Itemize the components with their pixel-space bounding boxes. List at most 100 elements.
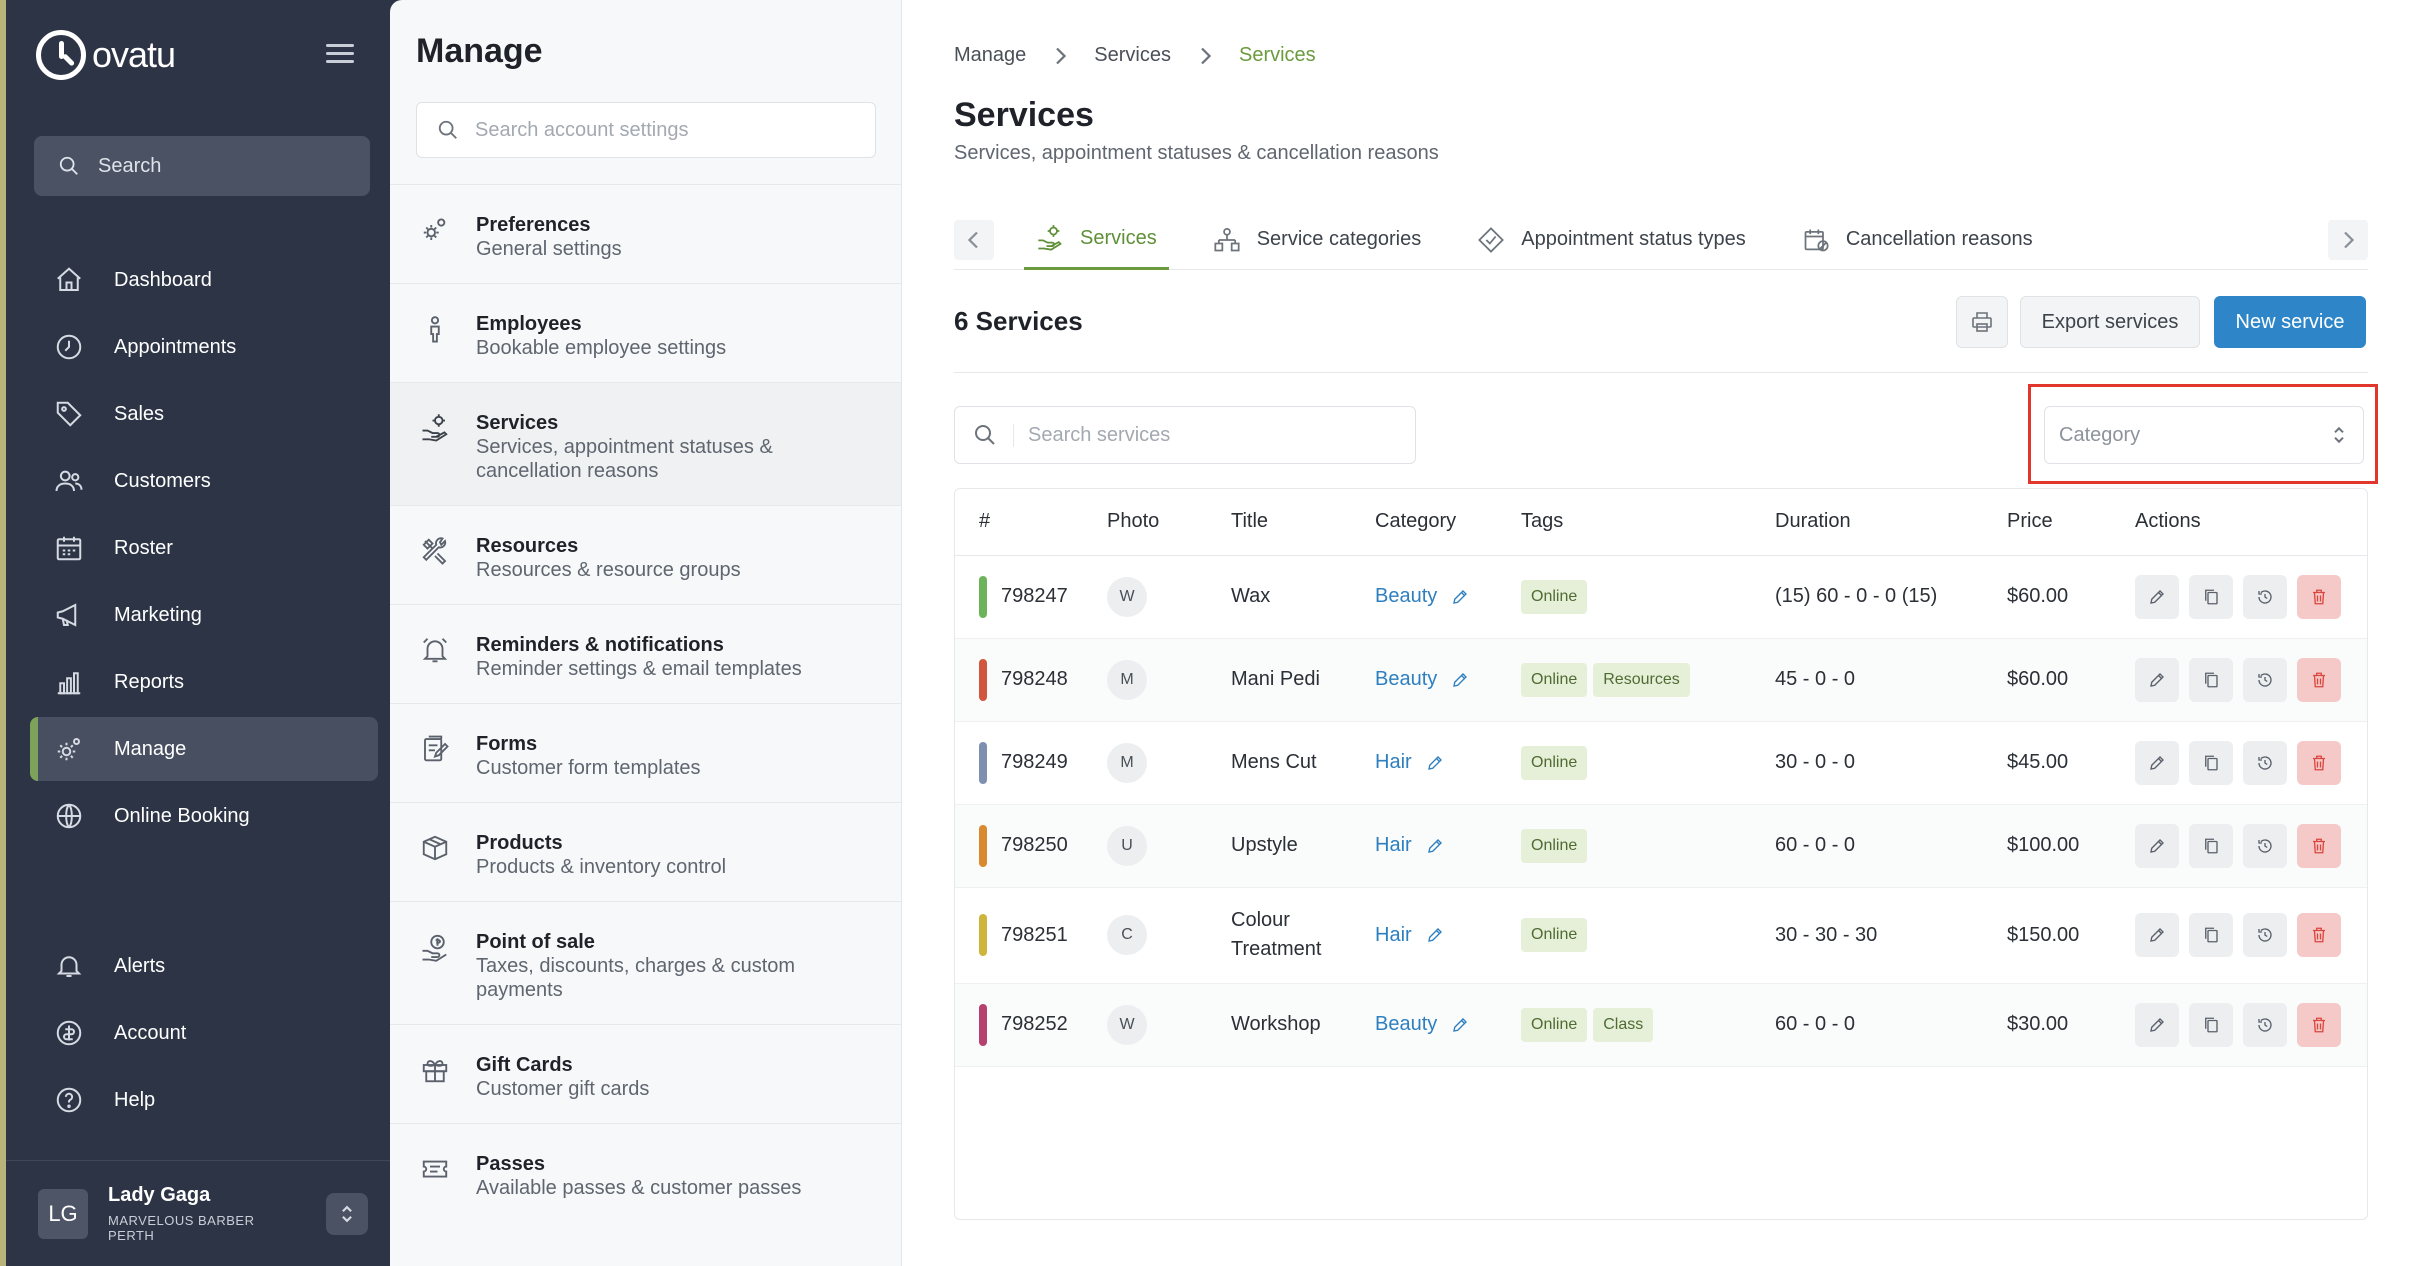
edit-button[interactable] xyxy=(2135,740,2179,785)
nav-item-online-booking[interactable]: Online Booking xyxy=(30,784,378,848)
export-services-button[interactable]: Export services xyxy=(2020,296,2200,348)
table-row[interactable]: 798249 M Mens Cut Hair Online 30 - 0 - 0 $45.0… xyxy=(955,721,2367,805)
delete-button[interactable] xyxy=(2297,574,2341,619)
duplicate-button[interactable] xyxy=(2189,740,2233,785)
service-icon xyxy=(1036,224,1064,252)
delete-button[interactable] xyxy=(2297,1002,2341,1047)
edit-button[interactable] xyxy=(2135,574,2179,619)
service-id: 798249 xyxy=(1001,751,1068,773)
tag-badge: Online xyxy=(1521,1007,1588,1042)
category-link[interactable]: Hair xyxy=(1375,751,1444,774)
history-button[interactable] xyxy=(2243,823,2287,868)
menu-icon[interactable] xyxy=(326,44,354,64)
tab-scroll-left-button[interactable] xyxy=(954,219,994,260)
tab-services[interactable]: Services xyxy=(1024,210,1169,270)
category-select[interactable]: Category xyxy=(2044,406,2364,464)
delete-button[interactable] xyxy=(2297,657,2341,702)
nav-item-roster[interactable]: Roster xyxy=(30,516,378,580)
nav-item-dashboard[interactable]: Dashboard xyxy=(30,248,378,312)
manage-item-title: Services xyxy=(476,412,559,434)
new-service-button[interactable]: New service xyxy=(2214,296,2366,348)
delete-button[interactable] xyxy=(2297,823,2341,868)
duplicate-button[interactable] xyxy=(2189,1002,2233,1047)
category-link[interactable]: Beauty xyxy=(1375,1013,1469,1036)
tab-service-categories[interactable]: Service categories xyxy=(1201,210,1434,270)
manage-item-gift-cards[interactable]: Gift Cards Customer gift cards xyxy=(390,1024,901,1123)
megaphone-icon xyxy=(54,600,84,630)
nav-item-sales[interactable]: Sales xyxy=(30,382,378,446)
delete-button[interactable] xyxy=(2297,913,2341,957)
tab-scroll-right-button[interactable] xyxy=(2328,219,2368,260)
edit-button[interactable] xyxy=(2135,1002,2179,1047)
nav-item-alerts[interactable]: Alerts xyxy=(30,934,378,998)
edit-button[interactable] xyxy=(2135,823,2179,868)
history-button[interactable] xyxy=(2243,740,2287,785)
tag-badge: Class xyxy=(1593,1007,1654,1042)
manage-item-services[interactable]: Services Services, appointment statuses &… xyxy=(390,382,901,505)
duplicate-button[interactable] xyxy=(2189,657,2233,702)
duplicate-button[interactable] xyxy=(2189,913,2233,957)
history-button[interactable] xyxy=(2243,1002,2287,1047)
column-header-number: # xyxy=(955,489,1107,556)
manage-item-forms[interactable]: Forms Customer form templates xyxy=(390,703,901,802)
table-row[interactable]: 798248 M Mani Pedi Beauty Online Resources 45 … xyxy=(955,638,2367,722)
delete-button[interactable] xyxy=(2297,740,2341,785)
nav-item-account[interactable]: Account xyxy=(30,1001,378,1065)
sidebar-search-button[interactable]: Search xyxy=(34,136,370,196)
avatar[interactable]: LG xyxy=(38,1188,88,1239)
services-search-input[interactable] xyxy=(1013,423,1393,447)
nav-item-help[interactable]: Help xyxy=(30,1068,378,1132)
manage-item-preferences[interactable]: Preferences General settings xyxy=(390,184,901,283)
history-icon xyxy=(2256,588,2274,606)
nav-item-manage[interactable]: Manage xyxy=(30,717,378,781)
service-title: Colour Treatment xyxy=(1231,909,1322,960)
logo[interactable]: ovatu xyxy=(36,30,176,80)
main-nav: Dashboard Appointments Sales Customers R… xyxy=(30,248,378,851)
manage-item-passes[interactable]: Passes Available passes & customer passes xyxy=(390,1123,901,1222)
category-link[interactable]: Beauty xyxy=(1375,585,1469,608)
edit-button[interactable] xyxy=(2135,913,2179,957)
duration: 60 - 0 - 0 xyxy=(1775,834,1856,856)
history-button[interactable] xyxy=(2243,574,2287,619)
duplicate-button[interactable] xyxy=(2189,823,2233,868)
manage-item-resources[interactable]: Resources Resources & resource groups xyxy=(390,505,901,604)
nav-item-customers[interactable]: Customers xyxy=(30,449,378,513)
print-button[interactable] xyxy=(1956,296,2008,348)
manage-item-products[interactable]: Products Products & inventory control xyxy=(390,802,901,901)
table-row[interactable]: 798250 U Upstyle Hair Online 60 - 0 - 0 $100.0… xyxy=(955,804,2367,888)
manage-search-input[interactable] xyxy=(475,118,855,142)
chevron-right-icon xyxy=(1054,47,1067,65)
category-link[interactable]: Beauty xyxy=(1375,668,1469,691)
tag-badge: Online xyxy=(1521,918,1588,952)
color-indicator xyxy=(979,1003,987,1046)
pencil-icon xyxy=(1426,754,1444,772)
manage-item-reminders[interactable]: Reminders & notifications Reminder settin… xyxy=(390,604,901,703)
table-row[interactable]: 798251 C Colour Treatment Hair Online 30 - 30… xyxy=(955,887,2367,984)
breadcrumb-current: Services xyxy=(1238,44,1316,66)
user-switch-button[interactable] xyxy=(326,1193,368,1235)
business-name: MARVELOUS BARBER PERTH xyxy=(108,1213,255,1243)
category-link[interactable]: Hair xyxy=(1375,924,1444,947)
divider xyxy=(954,372,2368,373)
breadcrumb-manage[interactable]: Manage xyxy=(954,44,1027,66)
edit-button[interactable] xyxy=(2135,657,2179,702)
table-row[interactable]: 798247 W Wax Beauty Online (15) 60 - 0 - 0 (1… xyxy=(955,555,2367,639)
category-link[interactable]: Hair xyxy=(1375,834,1444,857)
breadcrumb-services[interactable]: Services xyxy=(1094,44,1171,66)
manage-item-employees[interactable]: Employees Bookable employee settings xyxy=(390,283,901,382)
nav-item-reports[interactable]: Reports xyxy=(30,650,378,714)
tab-cancellation-reasons[interactable]: Cancellation reasons xyxy=(1790,210,2045,270)
gift-icon xyxy=(420,1053,454,1101)
tab-appointment-status-types[interactable]: Appointment status types xyxy=(1465,210,1758,270)
table-row[interactable]: 798252 W Workshop Beauty Online Class 60 - 0 -… xyxy=(955,983,2367,1067)
account-icon xyxy=(54,1018,84,1048)
nav-item-appointments[interactable]: Appointments xyxy=(30,315,378,379)
manage-item-point-of-sale[interactable]: Point of sale Taxes, discounts, charges &… xyxy=(390,901,901,1024)
history-button[interactable] xyxy=(2243,913,2287,957)
app-sidebar: ovatu Search Dashboard Appointments Sale… xyxy=(0,0,390,1266)
history-button[interactable] xyxy=(2243,657,2287,702)
duplicate-button[interactable] xyxy=(2189,574,2233,619)
clock-icon xyxy=(54,332,84,362)
column-header-photo: Photo xyxy=(1107,489,1231,556)
nav-item-marketing[interactable]: Marketing xyxy=(30,583,378,647)
